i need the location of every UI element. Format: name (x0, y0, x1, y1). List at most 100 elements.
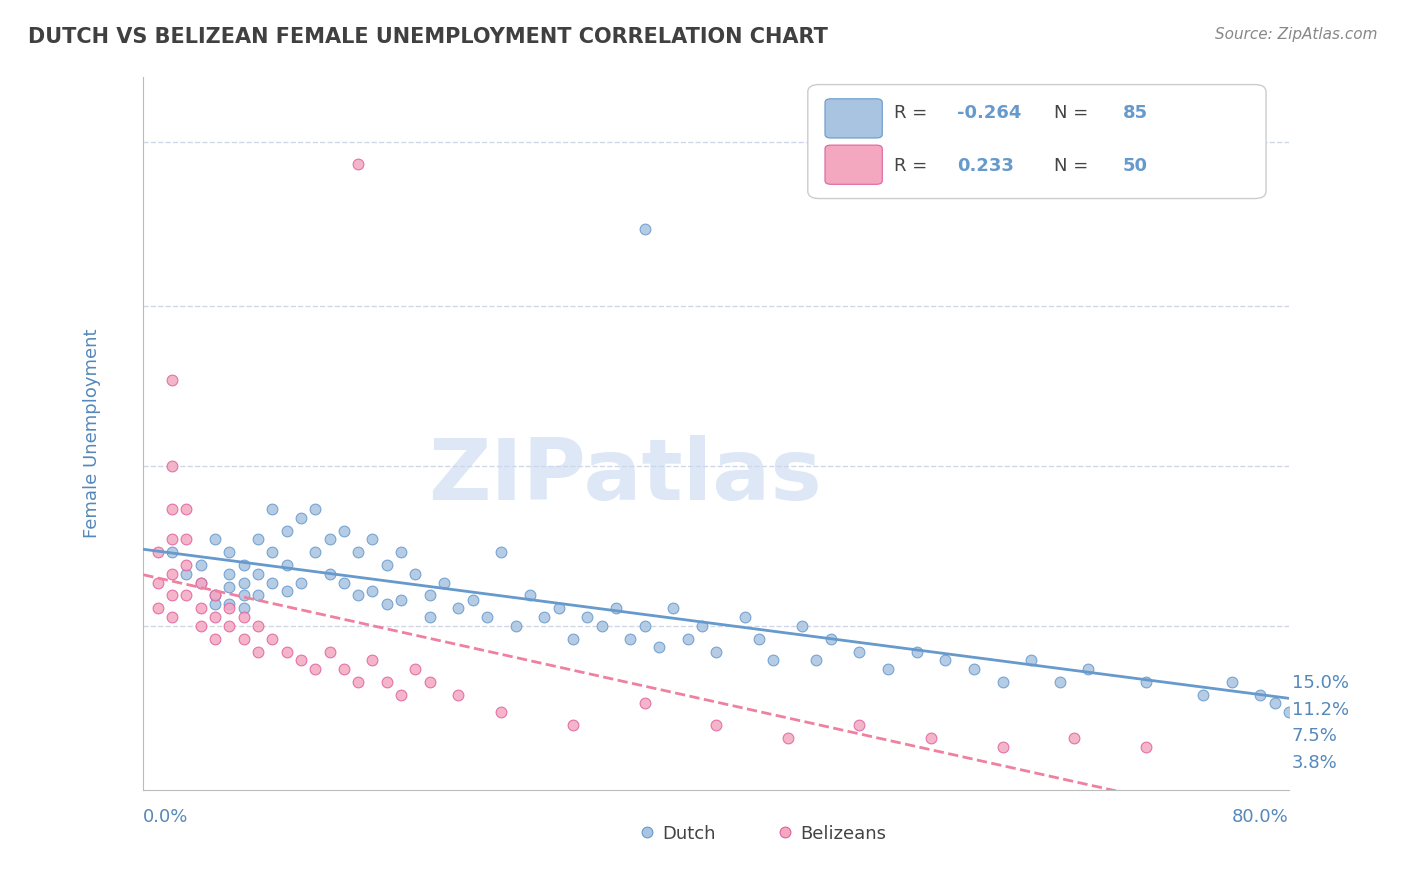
Text: Source: ZipAtlas.com: Source: ZipAtlas.com (1215, 27, 1378, 42)
Point (160, 589, 183, 603)
Point (1135, 674, 1157, 689)
Point (333, 575, 356, 590)
Point (218, 618, 240, 632)
Point (491, 545, 513, 559)
Point (232, 610, 254, 624)
Point (176, 566, 198, 581)
Point (404, 566, 426, 581)
Point (204, 632, 226, 646)
Point (204, 589, 226, 603)
Point (276, 644, 298, 658)
Point (562, 632, 585, 646)
Point (1220, 674, 1243, 689)
Point (1249, 688, 1271, 702)
Point (276, 584, 298, 599)
Point (232, 589, 254, 603)
Point (290, 653, 312, 667)
Text: 0.233: 0.233 (956, 158, 1014, 176)
Text: R =: R = (894, 158, 932, 176)
Point (347, 157, 370, 171)
Point (232, 601, 254, 615)
Point (304, 502, 326, 516)
Point (290, 510, 312, 524)
Point (547, 601, 569, 615)
Point (190, 575, 212, 590)
Point (447, 601, 470, 615)
Point (276, 524, 298, 538)
Point (419, 674, 441, 689)
Point (704, 644, 727, 658)
Point (619, 632, 641, 646)
Point (160, 566, 183, 581)
Point (160, 533, 183, 547)
Point (246, 644, 269, 658)
Point (204, 533, 226, 547)
Point (218, 545, 240, 559)
Point (375, 674, 398, 689)
Point (218, 566, 240, 581)
Point (218, 580, 240, 594)
Point (790, 618, 813, 632)
Point (1278, 705, 1301, 719)
Point (633, 618, 655, 632)
Text: 7.5%: 7.5% (1292, 727, 1337, 746)
Text: 15.0%: 15.0% (1292, 673, 1348, 692)
Point (160, 610, 183, 624)
Point (690, 618, 713, 632)
Point (491, 705, 513, 719)
Point (246, 589, 269, 603)
Point (475, 610, 498, 624)
Text: Belizeans: Belizeans (800, 825, 886, 843)
Point (419, 589, 441, 603)
Point (389, 545, 412, 559)
Point (361, 584, 384, 599)
Point (1063, 731, 1085, 745)
Point (389, 592, 412, 607)
Text: ZIPatlas: ZIPatlas (427, 434, 821, 518)
Point (146, 601, 169, 615)
Point (806, 653, 828, 667)
Point (160, 458, 183, 473)
Point (218, 597, 240, 611)
Point (375, 597, 398, 611)
Point (1077, 662, 1099, 676)
Text: 85: 85 (1123, 104, 1147, 122)
Point (776, 731, 799, 745)
Point (562, 718, 585, 732)
Point (963, 662, 986, 676)
Point (934, 653, 956, 667)
Point (848, 644, 870, 658)
Point (262, 502, 284, 516)
Point (734, 610, 756, 624)
Point (232, 632, 254, 646)
Point (820, 632, 842, 646)
Point (218, 601, 240, 615)
Text: Female Unemployment: Female Unemployment (83, 329, 101, 539)
Point (190, 601, 212, 615)
Point (877, 662, 900, 676)
Point (848, 718, 870, 732)
Point (146, 575, 169, 590)
Point (762, 653, 785, 667)
Point (605, 601, 627, 615)
Point (704, 718, 727, 732)
Point (204, 589, 226, 603)
Point (304, 545, 326, 559)
Point (333, 524, 356, 538)
Point (246, 618, 269, 632)
Point (318, 566, 340, 581)
Point (246, 533, 269, 547)
Point (1019, 653, 1042, 667)
Point (347, 545, 370, 559)
Point (991, 739, 1014, 754)
Point (232, 558, 254, 573)
Point (389, 688, 412, 702)
Point (262, 575, 284, 590)
Point (246, 566, 269, 581)
Point (633, 697, 655, 711)
Point (190, 558, 212, 573)
Point (347, 674, 370, 689)
Point (576, 610, 599, 624)
Point (905, 644, 928, 658)
Text: 50: 50 (1123, 158, 1147, 176)
